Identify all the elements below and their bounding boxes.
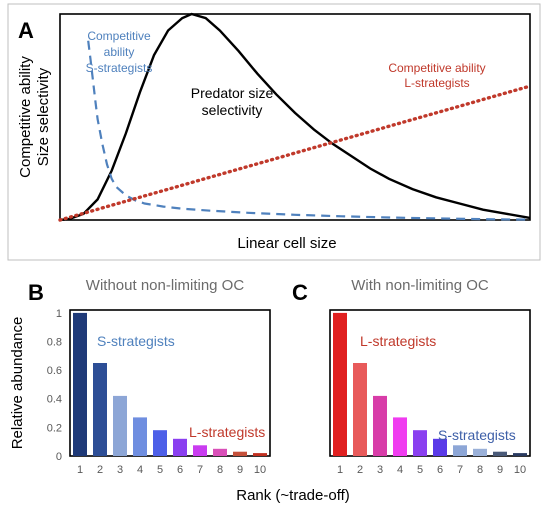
bar-8 xyxy=(473,448,487,456)
panel-a-ylabel-line: Size selectivity xyxy=(35,67,52,166)
bar-6 xyxy=(173,438,187,456)
bar-4 xyxy=(133,417,147,456)
series-line-dotted xyxy=(58,84,532,222)
series-line-solid xyxy=(59,12,531,222)
xtick-label: 7 xyxy=(197,464,203,476)
ytick-label: 0.4 xyxy=(47,394,62,406)
xtick-label: 5 xyxy=(157,464,163,476)
bar-7 xyxy=(193,445,207,456)
panel-a-ylabel: Competitive ability Size selectivity xyxy=(17,56,52,178)
bar-1 xyxy=(73,312,87,456)
xtick-label: 10 xyxy=(514,464,526,476)
bar-9 xyxy=(493,451,507,456)
series-label-1: S-strategists xyxy=(86,61,153,75)
panel-b-letter: B xyxy=(28,280,44,305)
series-label-2: Competitive ability xyxy=(388,61,485,75)
xtick-label: 3 xyxy=(117,464,123,476)
xtick-label: 8 xyxy=(477,464,483,476)
bar-5 xyxy=(153,430,167,456)
xtick-label: 4 xyxy=(137,464,143,476)
series-label-1: Competitive xyxy=(87,29,151,43)
ytick-label: 0.8 xyxy=(47,337,62,349)
bar-8 xyxy=(213,448,227,456)
ytick-label: 1 xyxy=(56,308,62,320)
panel-b-yticks: 0 0.2 0.4 0.6 0.8 1 xyxy=(47,308,62,463)
panel-b-annotations: S-strategists L-strategists xyxy=(97,333,265,440)
panel-a-frame xyxy=(7,3,541,261)
bar-annotation: S-strategists xyxy=(97,333,175,349)
xtick-label: 9 xyxy=(237,464,243,476)
panel-c-xticks: 1 2 3 4 5 6 7 8 9 10 xyxy=(337,464,526,476)
xtick-label: 5 xyxy=(417,464,423,476)
panel-a: A Competitive ability Size selectivity Pr… xyxy=(7,3,541,261)
panel-b-bars xyxy=(73,312,267,456)
panel-a-lines xyxy=(58,12,532,222)
bar-3 xyxy=(373,395,387,456)
xtick-label: 7 xyxy=(457,464,463,476)
shared-xlabel: Rank (~trade-off) xyxy=(236,487,350,504)
ytick-label: 0.6 xyxy=(47,365,62,377)
panel-c-bars xyxy=(333,312,527,456)
panel-c-title: With non-limiting OC xyxy=(351,277,489,294)
panel-c-annotations: L-strategists S-strategists xyxy=(360,333,516,443)
series-label-1: ability xyxy=(104,45,135,59)
panel-b-title: Without non-limiting OC xyxy=(86,277,245,294)
panel-a-ylabel-line: Competitive ability xyxy=(17,56,34,178)
xtick-label: 2 xyxy=(357,464,363,476)
bar-4 xyxy=(393,417,407,456)
bar-annotation: S-strategists xyxy=(438,427,516,443)
bar-1 xyxy=(333,312,347,456)
bar-9 xyxy=(233,451,247,456)
panel-c-letter: C xyxy=(292,280,308,305)
series-label-0: selectivity xyxy=(202,102,263,118)
bar-5 xyxy=(413,430,427,456)
ytick-label: 0 xyxy=(56,451,62,463)
panel-a-xlabel: Linear cell size xyxy=(237,235,336,252)
xtick-label: 6 xyxy=(177,464,183,476)
bar-3 xyxy=(113,395,127,456)
xtick-label: 4 xyxy=(397,464,403,476)
xtick-label: 2 xyxy=(97,464,103,476)
ytick-label: 0.2 xyxy=(47,422,62,434)
panel-b: B Without non-limiting OC 0 0.2 0.4 0.6 0.8 1… xyxy=(28,277,271,476)
shared-ylabel: Relative abundance xyxy=(9,317,26,450)
panel-a-plot-area xyxy=(59,13,531,221)
xtick-label: 10 xyxy=(254,464,266,476)
panel-b-plot-area xyxy=(69,309,271,457)
bar-annotation: L-strategists xyxy=(360,333,436,349)
panel-c: C With non-limiting OC 1 2 3 4 5 6 7 8 9 10 L-str… xyxy=(292,277,531,476)
bar-annotation: L-strategists xyxy=(189,424,265,440)
xtick-label: 9 xyxy=(497,464,503,476)
bar-7 xyxy=(453,445,467,456)
panel-c-plot-area xyxy=(329,309,531,457)
panel-b-xticks: 1 2 3 4 5 6 7 8 9 10 xyxy=(77,464,266,476)
panel-a-letter: A xyxy=(18,18,34,43)
bar-10 xyxy=(253,453,267,456)
bar-2 xyxy=(93,363,107,456)
bar-10 xyxy=(513,453,527,456)
xtick-label: 1 xyxy=(77,464,83,476)
series-label-0: Predator size xyxy=(191,85,274,101)
xtick-label: 1 xyxy=(337,464,343,476)
bar-6 xyxy=(433,438,447,456)
xtick-label: 8 xyxy=(217,464,223,476)
bar-2 xyxy=(353,363,367,456)
xtick-label: 6 xyxy=(437,464,443,476)
series-label-2: L-strategists xyxy=(404,76,469,90)
xtick-label: 3 xyxy=(377,464,383,476)
